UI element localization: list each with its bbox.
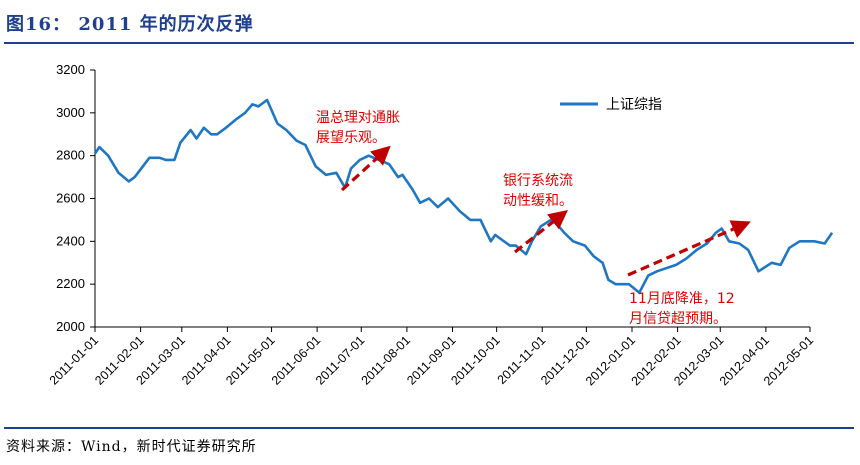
annotation-text: 11月底降准，12 [629, 291, 735, 307]
legend: 上证综指 [560, 97, 662, 113]
y-tick-label: 2600 [56, 191, 85, 206]
series-line-shanghai-composite [93, 98, 834, 294]
y-tick-label: 2200 [56, 276, 85, 291]
annotation-text: 温总理对通胀 [316, 110, 400, 126]
trend-arrow [627, 220, 751, 277]
title-rule [4, 42, 854, 44]
annotation-text: 展望乐观。 [316, 130, 386, 146]
y-tick-label: 3000 [56, 105, 85, 120]
trend-arrow [340, 145, 391, 192]
annotation-text: 银行系统流 [503, 173, 573, 189]
line-chart: 20002200240026002800300032002011-01-0120… [47, 62, 834, 388]
axes: 20002200240026002800300032002011-01-0120… [47, 62, 816, 388]
y-tick-label: 2000 [56, 319, 85, 334]
source-note: 资料来源：Wind，新时代证券研究所 [6, 439, 257, 455]
trend-arrow [514, 210, 569, 254]
annotation-text: 动性缓和。 [503, 193, 573, 209]
figure-title: 图16： 2011 年的历次反弹 [6, 14, 254, 35]
annotation-text: 月信贷超预期。 [629, 311, 727, 327]
footer-rule [4, 427, 854, 429]
y-tick-label: 3200 [56, 62, 85, 77]
legend-label: 上证综指 [606, 97, 662, 113]
y-tick-label: 2400 [56, 233, 85, 248]
series-layer [93, 98, 834, 294]
trend-arrows [340, 145, 751, 277]
y-tick-label: 2800 [56, 148, 85, 163]
